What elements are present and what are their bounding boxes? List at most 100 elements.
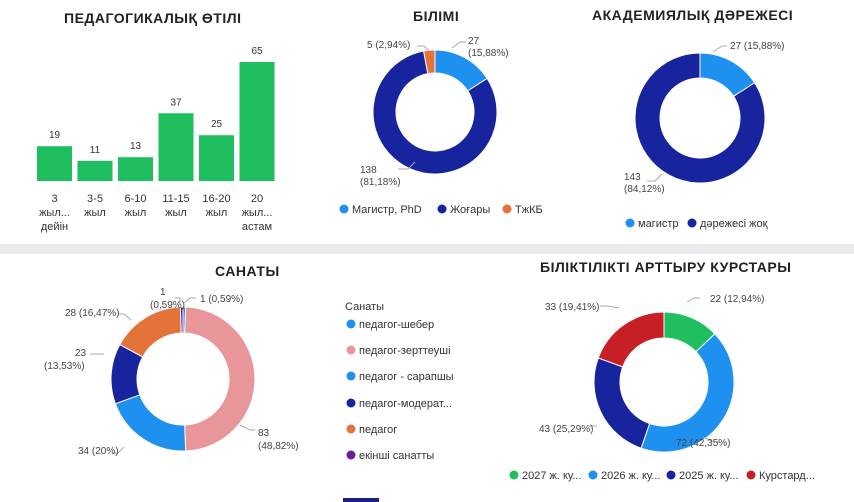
courses-slice[interactable] bbox=[640, 333, 735, 453]
courses-slice[interactable] bbox=[593, 357, 651, 449]
bar[interactable] bbox=[77, 160, 113, 181]
legend-marker bbox=[509, 470, 519, 480]
slice-label: 23 bbox=[75, 348, 87, 359]
legend-marker bbox=[346, 450, 356, 460]
education-legend-item: Магистр, PhD bbox=[352, 204, 422, 216]
leader-line bbox=[417, 45, 430, 52]
education-donut-chart[interactable]: 27 (15,88%) 138 (81,18%) 5 (2,94%) Магистр, P… bbox=[320, 0, 560, 244]
education-legend-item: Жоғары bbox=[450, 204, 490, 216]
slice-label: 83 (48,82%) bbox=[258, 428, 299, 452]
bar[interactable] bbox=[199, 135, 234, 181]
academic-legend-item: магистр bbox=[638, 218, 679, 230]
legend-marker bbox=[588, 470, 598, 480]
experience-title: ПЕДАГОГИКАЛЫҚ ӨТІЛІ bbox=[64, 10, 242, 26]
legend-marker bbox=[502, 204, 512, 214]
top-panel: ПЕДАГОГИКАЛЫҚ ӨТІЛІ БІЛІМІ АКАДЕМИЯЛЫҚ Д… bbox=[0, 0, 854, 244]
slice-label: 22 (12,94%) bbox=[710, 294, 764, 305]
category-legend-item: педагог bbox=[359, 424, 397, 436]
category-legend-item: педагог-шебер bbox=[359, 319, 434, 331]
x-tick-label: 16-20 жыл bbox=[202, 193, 230, 219]
category-slice[interactable] bbox=[119, 306, 182, 358]
legend-marker bbox=[346, 371, 356, 381]
page-tab-indicator[interactable] bbox=[343, 498, 379, 502]
legend-marker bbox=[625, 218, 635, 228]
leader-line bbox=[712, 45, 727, 53]
slice-label: (0,59%) bbox=[150, 300, 185, 311]
bar-value-label: 25 bbox=[211, 119, 223, 130]
x-tick-label: 20 жыл... астам bbox=[242, 193, 273, 233]
education-title: БІЛІМІ bbox=[413, 8, 460, 24]
slice-label: 1 (0,59%) bbox=[200, 294, 243, 305]
experience-bar-chart[interactable]: 19 3 жыл... дейін 11 3-5 жыл 13 6-10 жыл 37 11-15 жы… bbox=[0, 0, 300, 244]
courses-legend-item: 2027 ж. ку... bbox=[522, 470, 582, 482]
slice-label: (13,53%) bbox=[44, 361, 85, 372]
education-slice[interactable] bbox=[372, 50, 498, 175]
legend-marker bbox=[346, 424, 356, 434]
courses-title: БІЛІКТІЛІКТІ АРТТЫРУ КУРСТАРЫ bbox=[540, 259, 792, 275]
bar[interactable] bbox=[118, 157, 153, 181]
slice-label: 138 (81,18%) bbox=[360, 165, 401, 188]
category-slice[interactable] bbox=[184, 306, 256, 452]
leader-line bbox=[183, 297, 196, 304]
leader-line bbox=[112, 446, 125, 454]
bar[interactable] bbox=[158, 113, 194, 181]
slice-label: 1 bbox=[160, 287, 166, 298]
x-tick-label: 6-10 жыл bbox=[124, 193, 146, 219]
slice-label: 27 (15,88%) bbox=[468, 36, 509, 59]
bar[interactable] bbox=[37, 146, 72, 181]
leader-line bbox=[702, 436, 720, 443]
leader-line bbox=[398, 161, 416, 170]
bar-value-label: 37 bbox=[170, 97, 182, 108]
category-donut-chart[interactable]: 1 (0,59%) 1 (0,59%) 83 (48,82%) 34 (20%) 23 (13… bbox=[0, 254, 480, 502]
x-tick-label: 3-5 жыл bbox=[84, 193, 106, 219]
courses-legend-item: 2025 ж. ку... bbox=[679, 470, 739, 482]
category-slice[interactable] bbox=[114, 394, 187, 452]
category-legend-item: екінші санатты bbox=[359, 450, 434, 462]
slice-label: 143 (84,12%) bbox=[624, 172, 665, 195]
leader-line bbox=[239, 424, 255, 431]
slice-label: 27 (15,88%) bbox=[730, 41, 784, 52]
academic-slice[interactable] bbox=[634, 52, 766, 184]
leader-line bbox=[600, 305, 620, 309]
category-legend-item: педагог-зерттеуші bbox=[359, 345, 451, 357]
academic-title: АКАДЕМИЯЛЫҚ ДӘРЕЖЕСІ bbox=[592, 7, 794, 23]
slice-label: 43 (25,29%) bbox=[539, 424, 593, 435]
legend-marker bbox=[746, 470, 756, 480]
bar-value-label: 13 bbox=[130, 141, 142, 152]
bar[interactable] bbox=[239, 62, 275, 181]
slice-label: 34 (20%) bbox=[78, 446, 119, 457]
bar-value-label: 11 bbox=[90, 145, 101, 156]
legend-marker bbox=[339, 204, 349, 214]
legend-marker bbox=[666, 470, 676, 480]
legend-marker bbox=[346, 319, 356, 329]
slice-label: 28 (16,47%) bbox=[65, 308, 119, 319]
legend-title: Санаты bbox=[345, 301, 384, 313]
category-title: САНАТЫ bbox=[215, 263, 280, 279]
x-tick-label: 11-15 жыл bbox=[162, 193, 189, 219]
academic-donut-chart[interactable]: 27 (15,88%) 143 (84,12%) магистр дәрежесі жо… bbox=[570, 0, 850, 244]
education-legend-item: ТжКБ bbox=[515, 204, 543, 216]
slice-label: 5 (2,94%) bbox=[367, 40, 410, 51]
slice-label: 72 (42,35%) bbox=[676, 438, 730, 449]
slice-label: 33 (19,41%) bbox=[545, 302, 599, 313]
courses-slice[interactable] bbox=[597, 311, 665, 368]
bar-value-label: 65 bbox=[251, 46, 263, 57]
bar-value-label: 19 bbox=[49, 130, 61, 141]
leader-line bbox=[686, 297, 700, 303]
leader-line bbox=[451, 41, 466, 49]
leader-line bbox=[175, 297, 181, 303]
legend-marker bbox=[346, 398, 356, 408]
leader-line bbox=[118, 313, 132, 321]
education-slice[interactable] bbox=[423, 49, 436, 75]
courses-donut-chart[interactable]: 22 (12,94%) 72 (42,35%) 43 (25,29%) 33 (19,… bbox=[500, 254, 854, 502]
category-slice[interactable] bbox=[179, 306, 184, 334]
legend-marker bbox=[687, 218, 697, 228]
x-tick-label: 3 жыл... дейін bbox=[39, 193, 70, 233]
leader-line bbox=[647, 173, 663, 182]
category-legend-item: педагог-модерат... bbox=[359, 398, 452, 410]
bottom-panel: САНАТЫ БІЛІКТІЛІКТІ АРТТЫРУ КУРСТАРЫ 1 (0… bbox=[0, 254, 854, 502]
academic-legend-item: дәрежесі жоқ bbox=[700, 218, 768, 230]
category-legend-item: педагог - сарапшы bbox=[359, 371, 454, 383]
legend-marker bbox=[437, 204, 447, 214]
courses-legend-item: 2026 ж. ку... bbox=[601, 470, 661, 482]
